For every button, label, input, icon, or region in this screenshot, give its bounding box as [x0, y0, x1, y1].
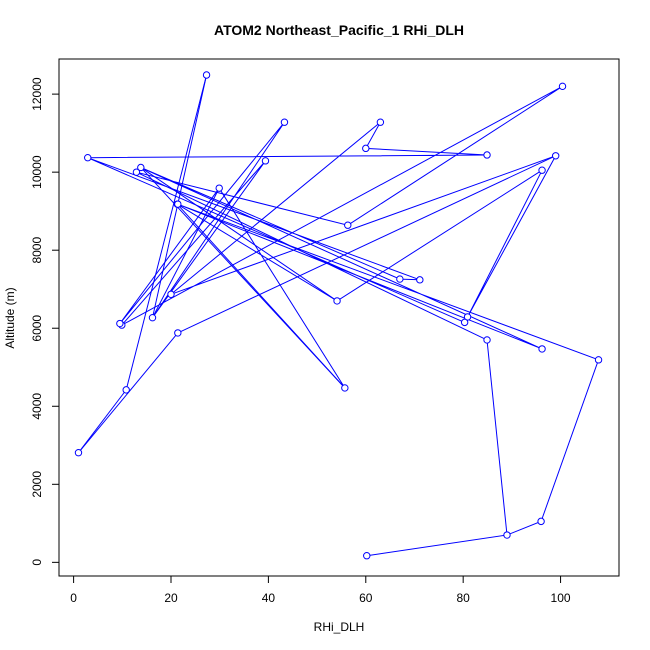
x-tick-label: 60 [359, 591, 373, 605]
plot-area-frame [58, 58, 620, 577]
data-point [74, 449, 83, 457]
x-tick-label: 100 [551, 591, 571, 605]
y-tick-label: 6000 [30, 315, 44, 342]
data-point [122, 386, 130, 394]
data-point [167, 290, 175, 298]
chart-title: ATOM2 Northeast_Pacific_1 RHi_DLH [214, 22, 464, 38]
data-point [202, 71, 211, 79]
data-point [137, 163, 145, 172]
data-point [280, 118, 289, 126]
data-point [344, 221, 352, 229]
data-point [396, 275, 404, 283]
data-point [503, 531, 511, 539]
data-point [84, 154, 92, 162]
y-tick-label: 12000 [30, 77, 44, 111]
series-segment [152, 74, 208, 318]
y-tick-label: 2000 [30, 471, 44, 498]
y-tick-label: 4000 [30, 393, 44, 420]
series-segment [152, 187, 220, 318]
x-tick-label: 40 [262, 591, 276, 605]
series-segment [140, 167, 338, 302]
y-axis-label: Altitude (m) [3, 287, 17, 348]
data-point [132, 168, 141, 176]
data-point [416, 276, 424, 284]
data-point [551, 152, 560, 160]
y-tick-label: 0 [30, 559, 44, 566]
x-axis: 0 20 40 60 80 100 [70, 576, 571, 605]
x-axis-label: RHi_DLH [314, 620, 365, 634]
data-point [558, 82, 567, 91]
data-point [460, 318, 469, 327]
data-point [333, 297, 341, 305]
series-points [74, 71, 603, 560]
data-point [174, 200, 182, 208]
data-point [363, 552, 371, 560]
data-point [537, 517, 545, 526]
series-segment [78, 389, 127, 454]
series-segment [125, 74, 208, 391]
data-point [538, 345, 546, 353]
data-point [362, 144, 370, 153]
data-point [148, 313, 157, 322]
series-lines [78, 74, 600, 557]
x-tick-label: 0 [70, 591, 77, 605]
data-point [376, 118, 385, 126]
series-segment [177, 155, 556, 334]
data-point [341, 384, 349, 392]
data-point [483, 151, 491, 159]
x-tick-label: 80 [456, 591, 470, 605]
data-point [261, 157, 270, 165]
y-tick-label: 10000 [30, 155, 44, 189]
data-point [215, 184, 223, 192]
data-point [483, 336, 491, 344]
y-tick-label: 8000 [30, 237, 44, 264]
data-point [116, 319, 124, 328]
data-point [594, 356, 603, 364]
data-point [538, 166, 546, 174]
data-point [174, 329, 182, 337]
y-axis: 0 2000 4000 6000 8000 10000 12000 [30, 77, 59, 566]
x-tick-label: 20 [164, 591, 178, 605]
